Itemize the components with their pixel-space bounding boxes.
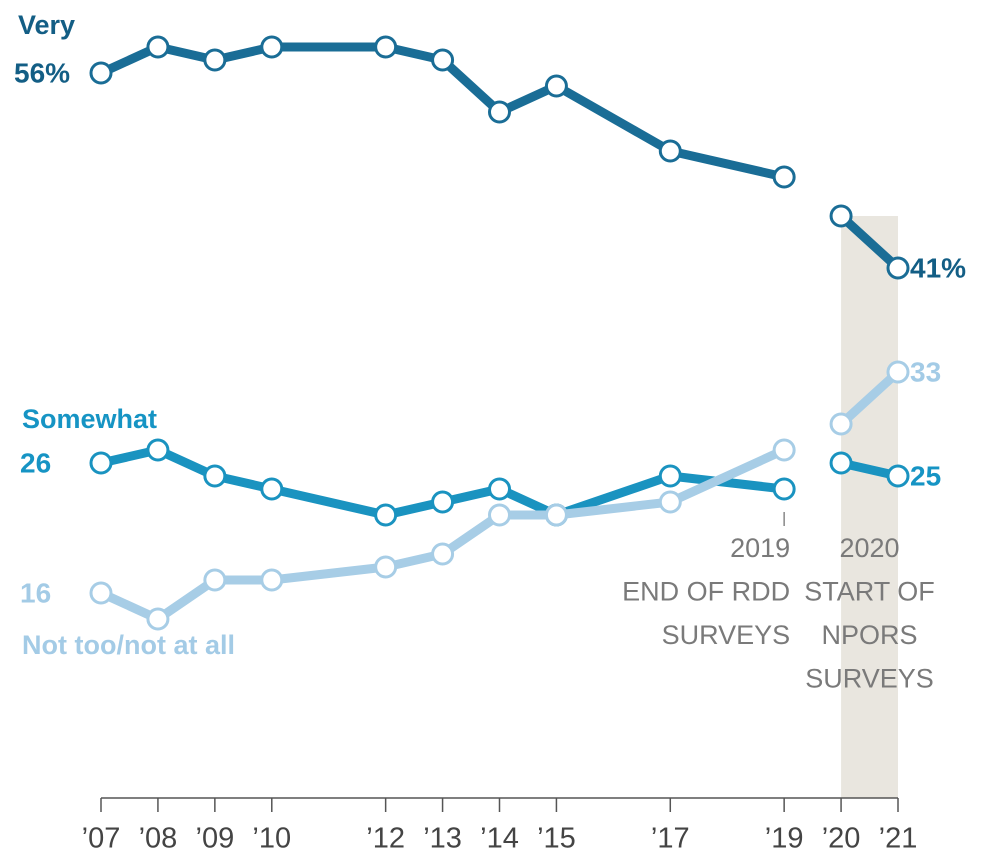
- value-label: 33: [910, 356, 941, 387]
- data-point: [89, 581, 113, 605]
- series-line: [96, 445, 789, 624]
- data-point: [374, 555, 398, 579]
- data-point: [260, 568, 284, 592]
- data-point: [431, 48, 455, 72]
- data-point: [488, 503, 511, 527]
- x-tick-label: ’20: [822, 823, 861, 855]
- x-tick-label: ’08: [139, 823, 178, 855]
- legend-label: Not too/not at all: [22, 630, 235, 660]
- data-point: [829, 451, 853, 475]
- data-point: [89, 451, 113, 475]
- annotation-text: NPORS: [822, 620, 918, 650]
- data-point: [886, 360, 910, 384]
- annotation-text: SURVEYS: [805, 664, 934, 694]
- x-tick-label: ’21: [879, 823, 918, 855]
- data-point: [203, 48, 227, 72]
- data-point: [488, 477, 511, 501]
- data-point: [772, 438, 796, 462]
- data-point: [203, 464, 227, 488]
- legend-label: Somewhat: [22, 404, 157, 434]
- series-line: [96, 445, 789, 520]
- series-line: [836, 211, 903, 273]
- data-point: [886, 256, 910, 280]
- data-point: [544, 503, 568, 527]
- data-point: [658, 139, 682, 163]
- series-line: [96, 42, 789, 182]
- data-point: [260, 35, 284, 59]
- data-point: [146, 438, 170, 462]
- value-label: 41%: [910, 252, 966, 283]
- x-tick-label: ’12: [366, 823, 405, 855]
- data-point: [772, 477, 796, 501]
- x-tick-label: ’17: [651, 823, 690, 855]
- annotation-text: END OF RDD: [622, 577, 790, 607]
- data-point: [203, 568, 227, 592]
- legend-label: Very: [18, 10, 75, 40]
- data-point: [886, 464, 910, 488]
- data-point: [829, 412, 853, 436]
- data-point: [89, 61, 113, 85]
- value-label: 26: [20, 447, 51, 478]
- data-point: [374, 503, 398, 527]
- data-point: [431, 542, 455, 566]
- x-tick-label: ’14: [480, 823, 519, 855]
- x-tick-label: ’07: [82, 823, 121, 855]
- data-point: [374, 35, 398, 59]
- x-tick-label: ’19: [765, 823, 804, 855]
- data-point: [260, 477, 284, 501]
- shaded-band: [841, 216, 898, 798]
- data-point: [488, 100, 511, 124]
- value-label: 56%: [14, 57, 70, 88]
- annotation-text: 2019: [730, 533, 790, 563]
- x-tick-label: ’15: [537, 823, 576, 855]
- x-tick-label: ’09: [196, 823, 235, 855]
- annotation-text: START OF: [804, 577, 935, 607]
- data-point: [544, 74, 568, 98]
- annotation-text: SURVEYS: [662, 620, 791, 650]
- data-point: [829, 204, 853, 228]
- data-point: [146, 607, 170, 631]
- value-label: 25: [910, 460, 941, 491]
- x-tick-label: ’13: [423, 823, 462, 855]
- x-tick-label: ’10: [252, 823, 291, 855]
- data-point: [658, 464, 682, 488]
- value-label: 16: [20, 577, 51, 608]
- series-line: [836, 367, 903, 429]
- data-point: [658, 490, 682, 514]
- data-point: [772, 165, 796, 189]
- data-point: [146, 35, 170, 59]
- data-point: [431, 490, 455, 514]
- annotation-text: 2020: [839, 533, 899, 563]
